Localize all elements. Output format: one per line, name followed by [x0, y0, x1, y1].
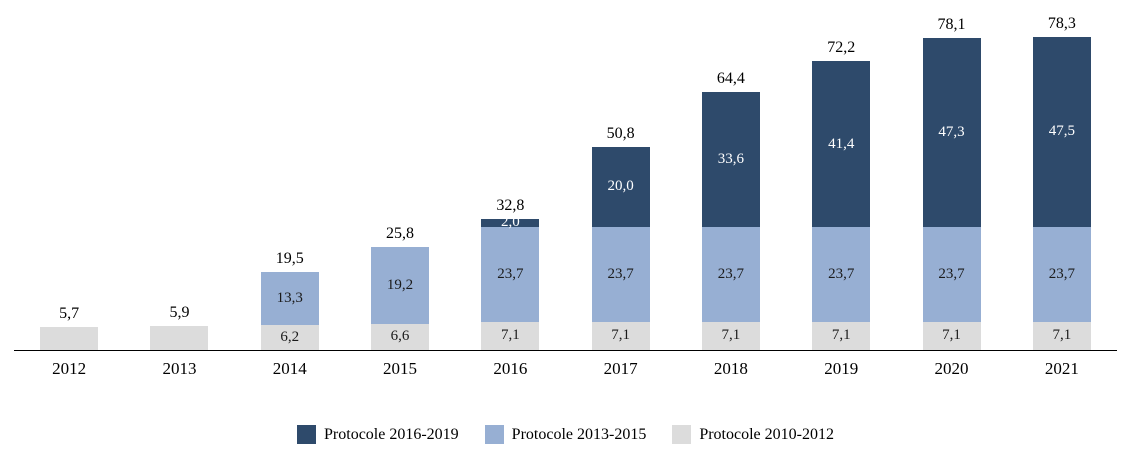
x-tick-label: 2015: [383, 359, 418, 378]
bar-segment: 23,7: [591, 226, 650, 322]
x-tick-label: 2018: [713, 359, 748, 378]
bar-segment: [150, 326, 209, 350]
bar-column: 25,8 19,2 6,6: [345, 10, 455, 350]
bar-column: 5,9: [124, 10, 234, 350]
segment-value-label: 23,7: [607, 265, 634, 282]
segment-value-label: 6,6: [390, 328, 410, 345]
bar-segment: 6,6: [371, 323, 430, 350]
total-label: 5,7: [59, 305, 80, 323]
bar-segment: 7,1: [1032, 321, 1091, 350]
x-tick-label: 2017: [603, 359, 638, 378]
segment-value-label: 47,3: [938, 123, 965, 140]
total-label: 72,2: [827, 39, 856, 57]
x-tick-label: 2020: [934, 359, 969, 378]
bar-segment: 7,1: [922, 321, 981, 350]
bar-segment: 7,1: [481, 321, 540, 350]
total-label: 19,5: [275, 250, 304, 268]
x-tick-label: 2016: [493, 359, 528, 378]
bar-segment: 47,3: [922, 37, 981, 227]
bar-segment: 23,7: [1032, 226, 1091, 322]
total-label: 32,8: [496, 196, 525, 214]
segment-value-label: 7,1: [1052, 327, 1072, 344]
x-tick-label: 2013: [162, 359, 197, 378]
segment-value-label: 20,0: [607, 178, 634, 195]
segment-value-label: 33,6: [717, 151, 745, 168]
bar-column: 78,1 47,3 23,7 7,1: [896, 10, 1006, 350]
bar-segment: 33,6: [701, 92, 760, 227]
legend: Protocole 2016-2019 Protocole 2013-2015 Pr…: [14, 425, 1117, 444]
segment-value-label: 23,7: [497, 265, 524, 282]
segment-value-label: 19,2: [386, 276, 414, 293]
segment-value-label: 23,7: [717, 265, 745, 282]
bar-column: 19,5 13,3 6,2: [235, 10, 345, 350]
x-axis: 2012 2013 2014 2015 2016 2017 2018 2019 2020 2021: [14, 351, 1117, 379]
bar-segment: 23,7: [922, 226, 981, 322]
bar-column: 50,8 20,0 23,7 7,1: [565, 10, 675, 350]
bar-column: 32,8 2,0 23,7 7,1: [455, 10, 565, 350]
legend-label: Protocole 2013-2015: [511, 425, 647, 443]
x-tick-label: 2014: [272, 359, 307, 378]
total-label: 5,9: [169, 304, 190, 322]
bar-segment: 23,7: [481, 226, 540, 322]
segment-value-label: 7,1: [611, 327, 630, 344]
bar-segment: 7,1: [812, 321, 871, 350]
bar-column: 64,4 33,6 23,7 7,1: [676, 10, 786, 350]
segment-value-label: 7,1: [942, 327, 961, 344]
segment-value-label: 7,1: [721, 327, 741, 344]
bar-segment: [40, 327, 99, 350]
plot-area: 5,7 5,9 19,5 13,3 6,2 25,8 19,2 6,6 32,8 2,0 23,7 7…: [14, 10, 1117, 351]
bar-segment: 19,2: [371, 246, 430, 324]
total-label: 25,8: [386, 224, 415, 242]
legend-label: Protocole 2016-2019: [324, 425, 459, 443]
legend-item: Protocole 2013-2015: [484, 425, 647, 444]
segment-value-label: 41,4: [828, 135, 855, 152]
total-label: 78,3: [1047, 14, 1076, 32]
segment-value-label: 7,1: [500, 327, 520, 344]
bar-column: 5,7: [14, 10, 124, 350]
legend-swatch: [484, 425, 504, 444]
segment-value-label: 2,0: [500, 214, 520, 231]
bar-segment: 23,7: [812, 226, 871, 322]
total-label: 50,8: [606, 124, 635, 142]
legend-swatch: [297, 425, 317, 444]
segment-value-label: 6,2: [280, 329, 300, 346]
bar-segment: 47,5: [1032, 36, 1091, 227]
bar-segment: 41,4: [812, 61, 871, 227]
total-label: 78,1: [937, 15, 966, 33]
segment-value-label: 7,1: [831, 327, 851, 344]
bar-segment: 20,0: [591, 146, 650, 227]
bar-segment: 2,0: [481, 215, 540, 230]
legend-item: Protocole 2010-2012: [672, 425, 834, 444]
bar-segment: 23,7: [701, 226, 760, 322]
legend-swatch: [672, 425, 692, 444]
bar-column: 78,3 47,5 23,7 7,1: [1007, 10, 1117, 350]
x-tick-label: 2019: [824, 359, 859, 378]
bar-segment: 13,3: [260, 272, 319, 326]
segment-value-label: 23,7: [828, 265, 855, 282]
segment-value-label: 13,3: [276, 290, 303, 307]
segment-value-label: 23,7: [938, 265, 965, 282]
segment-value-label: 23,7: [1048, 265, 1075, 282]
segment-value-label: 47,5: [1048, 123, 1075, 140]
bar-column: 72,2 41,4 23,7 7,1: [786, 10, 896, 350]
bar-segment: 7,1: [591, 321, 650, 350]
bar-segment: 7,1: [701, 321, 760, 350]
legend-label: Protocole 2010-2012: [699, 425, 834, 443]
bar-segment: 6,2: [260, 325, 319, 350]
x-tick-label: 2012: [52, 359, 87, 378]
x-tick-label: 2021: [1044, 359, 1079, 378]
total-label: 64,4: [716, 70, 745, 88]
legend-item: Protocole 2016-2019: [297, 425, 459, 444]
